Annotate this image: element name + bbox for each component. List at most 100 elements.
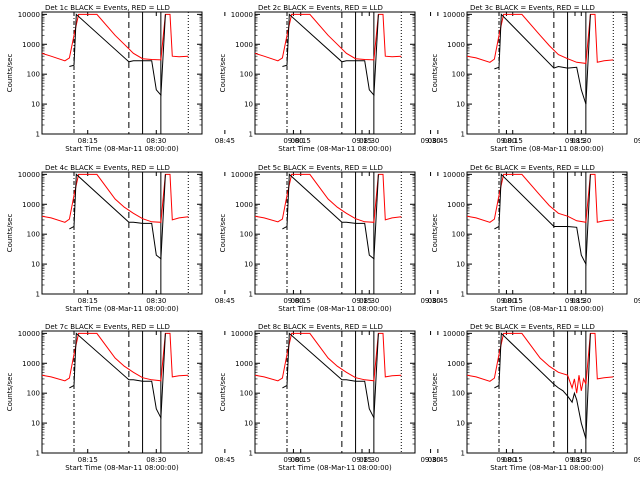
chart-title: Det 2c BLACK = Events, RED = LLD <box>258 4 383 12</box>
y-tick-label: 1 <box>461 131 465 139</box>
x-tick-label: 08:15 <box>503 297 523 305</box>
x-tick-label: 09:30 <box>633 137 640 145</box>
events-series-line <box>494 13 591 105</box>
x-tick-label: 08:15 <box>503 456 523 464</box>
y-tick-label: 1000 <box>447 201 465 209</box>
x-tick-label: 09:15 <box>565 456 585 464</box>
plot-frame <box>466 171 628 295</box>
plot-frame <box>466 11 628 135</box>
y-tick-label: 1000 <box>22 201 40 209</box>
y-tick-label: 10000 <box>231 171 253 179</box>
y-tick-label: 1 <box>249 450 253 458</box>
x-tick-label: 09:30 <box>420 297 440 305</box>
y-tick-label: 1000 <box>447 41 465 49</box>
lld-series-line <box>467 173 614 223</box>
x-tick-label: 08:15 <box>78 456 98 464</box>
x-tick-label: 08:30 <box>146 456 166 464</box>
y-tick-label: 10 <box>31 101 40 109</box>
x-tick-label: 08:30 <box>359 456 379 464</box>
x-axis-label: Start Time (08-Mar-11 08:00:00) <box>278 305 392 313</box>
detector-panel: Det 1c BLACK = Events, RED = LLD 1 10 100 10… <box>6 4 441 153</box>
x-tick-label: 08:45 <box>428 456 448 464</box>
y-tick-label: 10 <box>244 261 253 269</box>
x-axis-label: Start Time (08-Mar-11 08:00:00) <box>490 305 604 313</box>
y-tick-label: 1000 <box>235 41 253 49</box>
x-tick-label: 08:30 <box>571 137 591 145</box>
x-tick-label: 09:15 <box>565 297 585 305</box>
y-tick-label: 100 <box>452 390 465 398</box>
x-tick-label: 09:00 <box>496 297 516 305</box>
y-axis-label: Counts/sec <box>219 373 227 412</box>
chart-title: Det 8c BLACK = Events, RED = LLD <box>258 323 383 331</box>
events-series-line <box>282 332 379 420</box>
x-axis-label: Start Time (08-Mar-11 08:00:00) <box>278 145 392 153</box>
y-tick-label: 10000 <box>231 11 253 19</box>
y-tick-label: 10000 <box>18 11 40 19</box>
lld-series-line <box>42 13 189 62</box>
y-tick-label: 1 <box>249 131 253 139</box>
y-axis-label: Counts/sec <box>6 214 14 253</box>
events-series-line <box>69 13 166 97</box>
detector-panel: Det 5c BLACK = Events, RED = LLD11010010… <box>219 164 640 313</box>
x-tick-label: 09:15 <box>565 137 585 145</box>
chart-title: Det 9c BLACK = Events, RED = LLD <box>470 323 595 331</box>
events-series-line <box>69 173 166 260</box>
y-tick-label: 100 <box>27 71 40 79</box>
y-axis-label: Counts/sec <box>6 54 14 93</box>
x-tick-label: 08:45 <box>215 137 235 145</box>
chart-title: Det 1c BLACK = Events, RED = LLD <box>45 4 170 12</box>
y-tick-label: 1 <box>36 291 40 299</box>
y-tick-label: 10 <box>31 420 40 428</box>
x-tick-label: 09:30 <box>420 456 440 464</box>
y-axis-label: Counts/sec <box>431 373 439 412</box>
x-tick-label: 08:15 <box>503 137 523 145</box>
x-tick-label: 09:30 <box>420 137 440 145</box>
y-axis-label: Counts/sec <box>431 54 439 93</box>
y-tick-label: 1000 <box>22 360 40 368</box>
x-tick-label: 08:45 <box>215 456 235 464</box>
x-axis-label: Start Time (08-Mar-11 08:00:00) <box>65 464 179 472</box>
x-tick-label: 08:15 <box>291 456 311 464</box>
y-tick-label: 10000 <box>18 171 40 179</box>
y-axis-label: Counts/sec <box>431 214 439 253</box>
y-tick-label: 10 <box>456 420 465 428</box>
x-tick-label: 08:15 <box>291 137 311 145</box>
events-series-line <box>494 332 591 439</box>
lld-series-line <box>467 13 614 64</box>
plot-frame <box>41 11 203 135</box>
chart-title: Det 3c BLACK = Events, RED = LLD <box>470 4 595 12</box>
detector-panel: Det 6c BLACK = Events, RED = LLD 1 10 100 10… <box>431 164 640 313</box>
lld-series-line <box>255 13 402 62</box>
y-tick-label: 1 <box>461 291 465 299</box>
x-tick-label: 09:30 <box>633 456 640 464</box>
x-tick-label: 08:45 <box>428 137 448 145</box>
x-tick-label: 09:00 <box>283 297 303 305</box>
x-tick-label: 08:30 <box>571 297 591 305</box>
y-tick-label: 10 <box>31 261 40 269</box>
y-tick-label: 1 <box>36 450 40 458</box>
y-tick-label: 10 <box>456 101 465 109</box>
x-tick-label: 08:45 <box>428 297 448 305</box>
y-tick-label: 10000 <box>18 330 40 338</box>
x-tick-label: 08:30 <box>571 456 591 464</box>
events-series-line <box>282 13 379 97</box>
x-tick-label: 08:15 <box>78 297 98 305</box>
y-tick-label: 10 <box>244 420 253 428</box>
detector-panel: Det 9c BLACK = Events, RED = LLD 1 10 100 10… <box>431 323 640 472</box>
plot-frame <box>254 11 416 135</box>
chart-title: Det 5c BLACK = Events, RED = LLD <box>258 164 383 172</box>
x-tick-label: 09:00 <box>496 137 516 145</box>
x-tick-label: 09:15 <box>352 137 372 145</box>
y-tick-label: 100 <box>240 71 253 79</box>
chart-title: Det 4c BLACK = Events, RED = LLD <box>45 164 170 172</box>
events-series-line <box>494 173 591 266</box>
x-axis-label: Start Time (08-Mar-11 08:00:00) <box>490 464 604 472</box>
x-tick-label: 08:30 <box>359 297 379 305</box>
y-tick-label: 10000 <box>231 330 253 338</box>
y-tick-label: 1000 <box>235 360 253 368</box>
y-tick-label: 100 <box>27 390 40 398</box>
x-tick-label: 09:00 <box>283 456 303 464</box>
y-axis-label: Counts/sec <box>6 373 14 412</box>
lld-series-line <box>255 173 402 223</box>
